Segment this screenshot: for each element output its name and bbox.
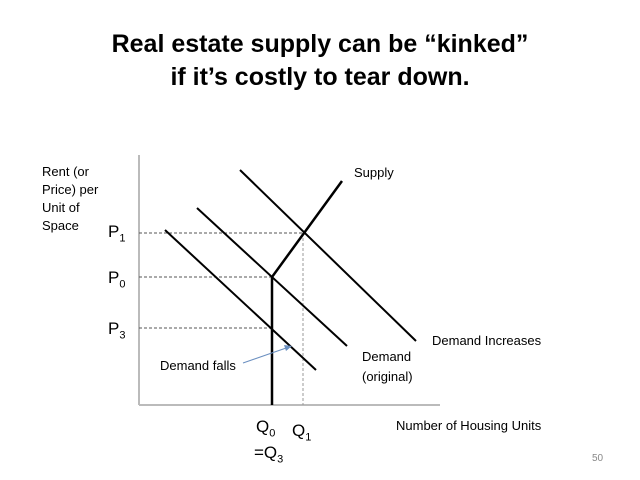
demand-increases-curve: [239, 169, 417, 342]
demand-falls-label: Demand falls: [160, 358, 236, 373]
supply-curve: [270, 180, 344, 405]
q1-label: Q1: [292, 421, 312, 444]
demand-original-label-2: (original): [362, 369, 413, 384]
demand-original-label-1: Demand: [362, 349, 412, 364]
q3-label: =Q3: [254, 443, 284, 466]
p0-label: P0: [108, 268, 126, 291]
x-axis-label: Number of Housing Units: [396, 418, 542, 433]
page-number: 50: [592, 453, 604, 464]
demand-falls-curve: [164, 229, 317, 371]
p3-label: P3: [108, 319, 126, 342]
demand-falls-arrow: [242, 346, 290, 364]
y-axis-label: Rent (or Price) per Unit of Space: [42, 164, 99, 233]
supply-label: Supply: [354, 165, 394, 180]
p1-label: P1: [108, 222, 126, 245]
slide-title: Real estate supply can be “kinked” if it…: [111, 30, 529, 91]
demand-increases-label: Demand Increases: [432, 333, 542, 348]
q0-label: Q0: [256, 417, 276, 440]
arrow-head: [284, 345, 292, 351]
